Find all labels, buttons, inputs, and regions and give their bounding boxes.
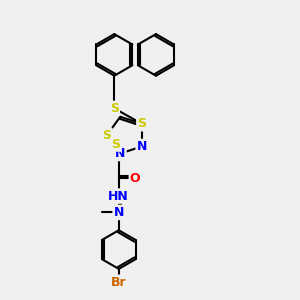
Text: HN: HN	[108, 190, 129, 202]
Text: N: N	[114, 206, 124, 219]
Text: Br: Br	[111, 276, 127, 289]
Text: S: S	[111, 138, 120, 151]
Text: N: N	[137, 140, 147, 153]
Text: S: S	[137, 117, 146, 130]
Text: S: S	[102, 129, 111, 142]
Text: O: O	[130, 172, 140, 185]
Text: N: N	[115, 147, 125, 160]
Text: S: S	[110, 102, 119, 115]
